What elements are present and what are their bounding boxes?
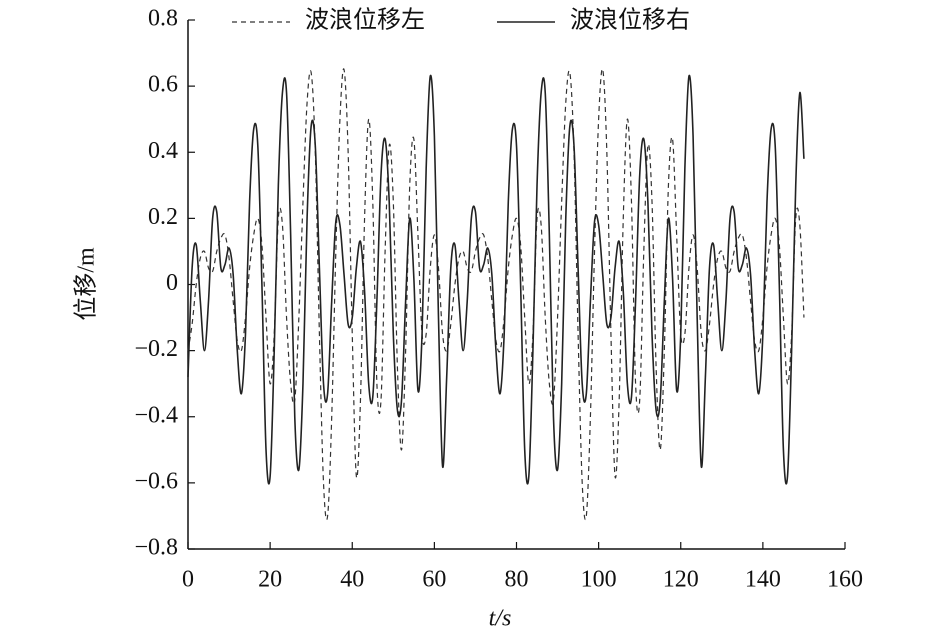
legend-label: 波浪位移左: [305, 7, 425, 34]
x-tick-label: 160: [827, 567, 863, 593]
x-tick-label: 100: [581, 567, 617, 593]
data-line: [187, 68, 805, 521]
y-tick-label: −0.4: [134, 402, 178, 428]
x-tick-label: 140: [745, 567, 781, 593]
y-tick-label: −0.2: [134, 336, 178, 362]
y-tick-label: 0.8: [148, 6, 178, 32]
x-axis-label: t/s: [489, 606, 512, 632]
x-tick-label: 60: [422, 567, 446, 593]
x-tick-label: 120: [663, 567, 699, 593]
y-tick-label: 0.2: [148, 204, 178, 230]
data-line: [187, 74, 805, 485]
legend-label: 波浪位移右: [570, 7, 690, 34]
x-tick-label: 0: [182, 567, 194, 593]
x-tick-label: 20: [258, 567, 282, 593]
y-tick-label: 0: [166, 270, 178, 296]
y-tick-label: 0.4: [148, 138, 178, 164]
y-tick-label: −0.6: [134, 468, 178, 494]
y-tick-label: −0.8: [134, 535, 178, 561]
y-axis-label: 位移/m: [73, 247, 100, 321]
x-tick-label: 40: [340, 567, 364, 593]
x-tick-label: 80: [505, 567, 529, 593]
y-tick-label: 0.6: [148, 72, 178, 98]
